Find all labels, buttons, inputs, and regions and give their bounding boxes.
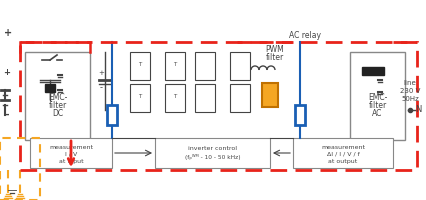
Text: filter: filter: [368, 101, 386, 110]
Bar: [262, 83, 277, 107]
Text: inverter control: inverter control: [187, 146, 236, 151]
Bar: [230, 52, 249, 80]
Text: measurement: measurement: [49, 145, 93, 150]
Text: at input: at input: [58, 159, 83, 164]
Text: ΔI / I / V / f: ΔI / I / V / f: [326, 152, 359, 157]
Text: DC: DC: [52, 109, 63, 118]
Bar: [195, 52, 215, 80]
Text: -: -: [5, 110, 9, 120]
Text: +: +: [3, 68, 11, 77]
Text: N: N: [414, 105, 420, 114]
Text: T: T: [138, 94, 141, 99]
Text: 50Hz: 50Hz: [400, 96, 418, 102]
Text: at output: at output: [328, 159, 357, 164]
Text: AC: AC: [371, 109, 382, 118]
Bar: [0, 138, 40, 200]
Bar: [30, 138, 112, 168]
Bar: [130, 84, 150, 112]
Bar: [20, 42, 416, 170]
Bar: [294, 105, 304, 125]
Bar: [155, 138, 269, 168]
Bar: [45, 84, 55, 92]
Text: T: T: [173, 62, 176, 67]
Text: I: I: [298, 110, 301, 119]
Text: I / V: I / V: [65, 152, 77, 157]
Text: line: line: [403, 80, 415, 86]
Bar: [164, 52, 184, 80]
Bar: [349, 52, 404, 140]
Text: +: +: [4, 28, 12, 38]
Bar: [195, 84, 215, 112]
Bar: [107, 105, 117, 125]
Text: T: T: [173, 94, 176, 99]
Text: EMC-: EMC-: [367, 93, 386, 102]
Text: EMC-: EMC-: [48, 93, 67, 102]
Text: +: +: [98, 70, 104, 76]
Text: AC relay: AC relay: [288, 31, 320, 40]
Text: -: -: [99, 83, 102, 92]
Bar: [230, 84, 249, 112]
Text: (fₚᵂᴹ - 10 - 50 kHz): (fₚᵂᴹ - 10 - 50 kHz): [184, 154, 240, 160]
Text: T: T: [138, 62, 141, 67]
Text: filter: filter: [265, 53, 283, 62]
Text: PWM: PWM: [265, 45, 284, 54]
Bar: [130, 52, 150, 80]
Text: filter: filter: [48, 101, 66, 110]
Bar: [361, 67, 383, 75]
Bar: [164, 84, 184, 112]
Text: 230 V: 230 V: [399, 88, 419, 94]
Text: I: I: [110, 110, 113, 119]
Bar: [25, 52, 90, 140]
Text: measurement: measurement: [320, 145, 364, 150]
Bar: [292, 138, 392, 168]
